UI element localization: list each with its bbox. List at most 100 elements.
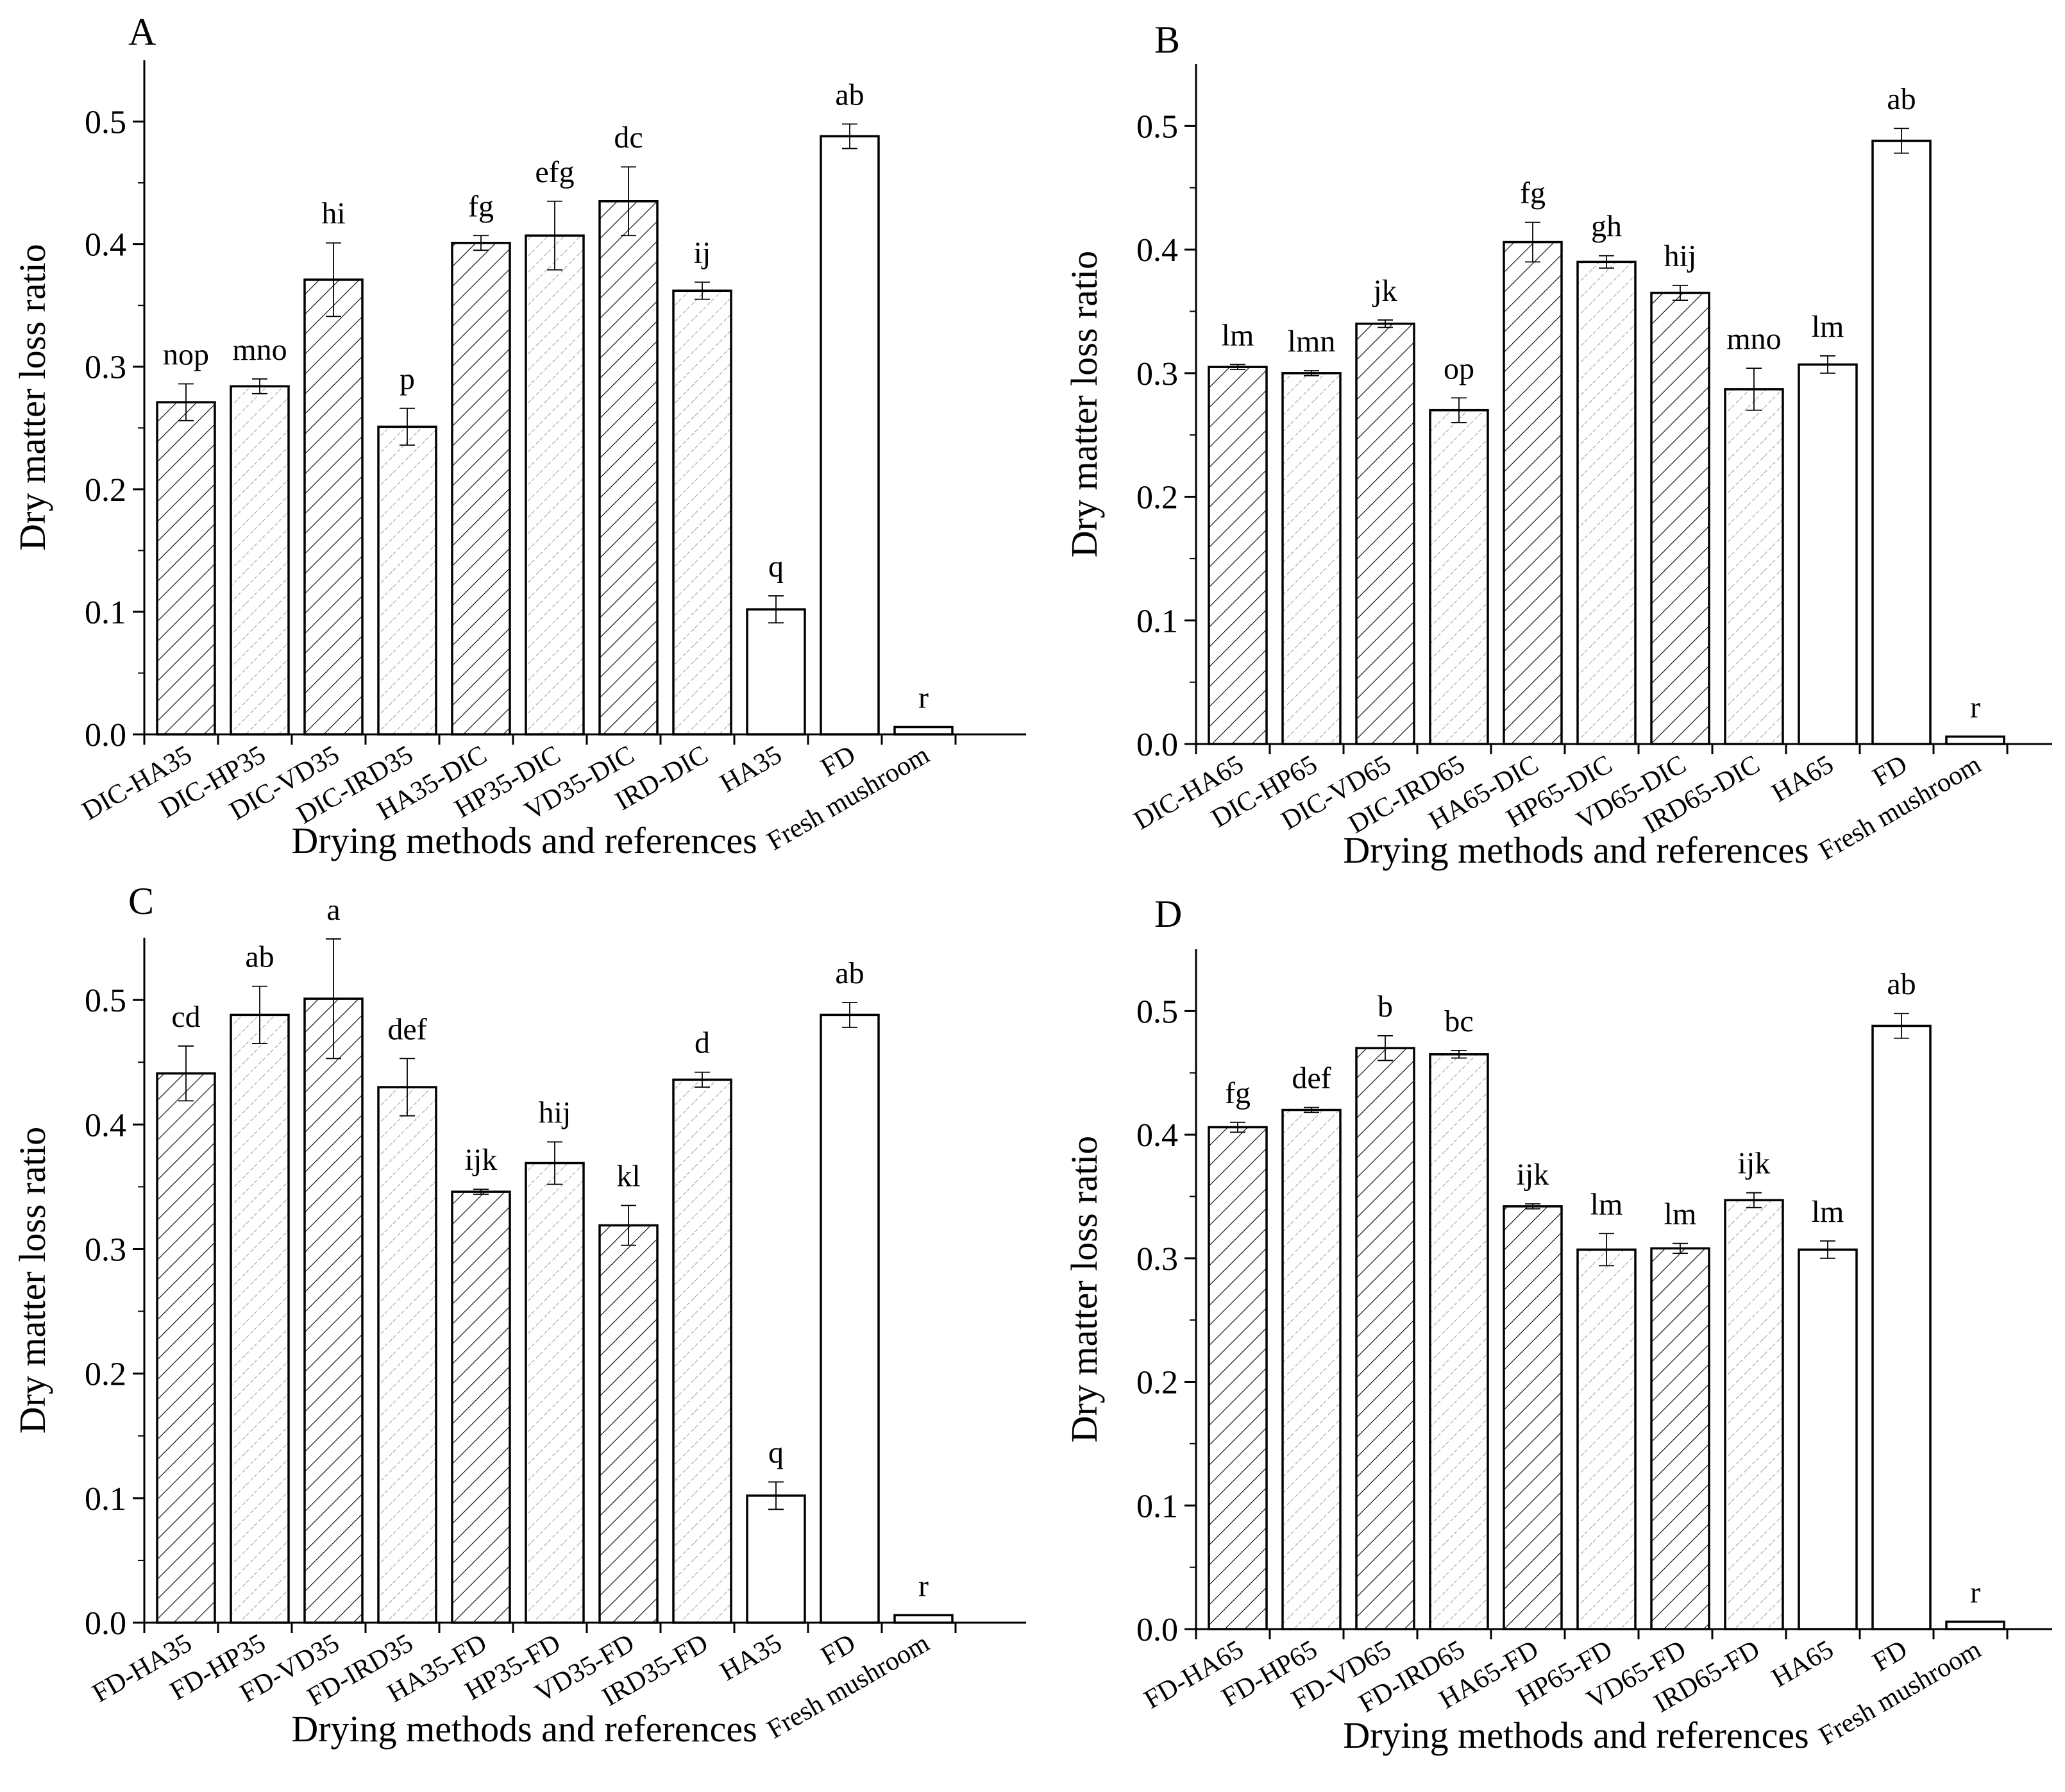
panel-d-bar-fill [1725,1200,1783,1629]
panel-b-significance-label: ab [1887,82,1916,116]
panel-b-category-label: FD [1867,750,1912,793]
panel-b-significance-label: fg [1520,176,1546,210]
panel-b-y-tick-label: 0.2 [1136,480,1178,516]
panel-d-y-tick-label: 0.0 [1136,1612,1178,1648]
panel-d-bar-fill [1578,1249,1635,1629]
panel-d-significance-label: b [1378,990,1393,1024]
panel-a-significance-label: fg [468,189,494,223]
panel-b-significance-label: lm [1812,310,1844,344]
panel-c-bar [820,1013,880,1624]
panel-a-y-tick-label: 0.2 [85,472,126,509]
panel-b-significance-label: r [1970,690,1980,724]
panel-d-significance-label: def [1292,1061,1331,1095]
panel-b-y-tick-label: 0.1 [1136,603,1178,639]
panel-a-significance-label: ab [835,78,864,112]
panel-c-label: C [128,880,154,922]
panel-b-bar-fill [1578,262,1635,744]
panel-b-y-tick-label: 0.4 [1136,232,1178,269]
panel-c-bar-fill [231,1015,289,1623]
panel-c-significance-label: d [695,1026,710,1060]
panel-a-x-axis-label: Drying methods and references [291,820,757,861]
panel-d-bar [1871,1024,1932,1630]
panel-c-y-tick-label: 0.4 [85,1107,126,1144]
panel-d-x-axis-label: Drying methods and references [1343,1714,1808,1756]
panel-d-y-tick-label: 0.1 [1136,1488,1178,1525]
panel-c-significance-label: def [387,1012,426,1046]
panel-b-significance-label: hij [1664,239,1697,273]
panel-d-significance-label: lm [1812,1195,1844,1229]
panel-a-significance-label: efg [535,155,574,189]
panel-d-label: D [1154,893,1182,935]
panel-b-label: B [1154,19,1180,61]
panel-d-bar [1945,1620,2005,1630]
panel-c-bar-fill [378,1087,436,1623]
panel-a-y-tick-label: 0.3 [85,350,126,386]
panel-b-significance-label: gh [1591,210,1622,244]
panel-d-y-tick-label: 0.5 [1136,993,1178,1030]
panel-a-category-label: FD [816,740,861,783]
panel-a-y-axis-label: Dry matter loss ratio [12,244,53,550]
panel-a-significance-label: q [768,550,784,584]
panel-c-significance-label: cd [171,1000,200,1034]
panel-c-y-tick-label: 0.2 [85,1357,126,1393]
panel-d-y-axis-label: Dry matter loss ratio [1063,1136,1105,1442]
panel-d-significance-label: fg [1225,1076,1251,1110]
panel-d-significance-label: lm [1590,1187,1623,1221]
panel-c-significance-label: ab [245,940,274,974]
panel-c-y-tick-label: 0.1 [85,1481,126,1517]
panel-d-significance-label: r [1970,1575,1980,1609]
panel-b-significance-label: mno [1726,322,1781,356]
panel-a-significance-label: p [400,362,415,396]
panel-b-y-tick-label: 0.5 [1136,108,1178,145]
panel-a-bar-fill [452,242,510,734]
panel-a-y-tick-label: 0.4 [85,227,126,264]
panel-a-bar [820,135,880,736]
panel-a-significance-label: nop [163,337,209,371]
panel-c-x-axis-label: Drying methods and references [291,1708,757,1750]
panel-c-significance-label: hij [539,1095,571,1129]
panel-d-bar-fill [1651,1248,1709,1629]
panel-c-y-tick-label: 0.5 [85,983,126,1019]
panel-b-x-axis-label: Drying methods and references [1343,829,1808,871]
panel-b-bar-fill [1209,367,1267,744]
panel-c-bar [893,1614,954,1624]
panel-a-significance-label: hi [321,197,345,231]
panel-b-y-tick-label: 0.3 [1136,356,1178,393]
panel-b-y-axis-label: Dry matter loss ratio [1063,251,1105,557]
panel-d-bar-fill [1283,1110,1340,1629]
panel-d-y-tick-label: 0.3 [1136,1241,1178,1278]
panel-a-category-label: HA35 [715,740,787,799]
panel-a-bar-fill [231,386,289,734]
panel-c-category-label: HA35 [715,1628,787,1687]
panel-d-significance-label: ab [1887,967,1916,1001]
panel-c-significance-label: q [768,1436,784,1470]
panel-b-bar-fill [1725,389,1783,744]
panel-c-significance-label: ijk [465,1143,498,1177]
panel-b-significance-label: lmn [1288,325,1336,359]
panel-d-bar-fill [1356,1048,1414,1629]
panel-a-bar-fill [673,291,731,734]
panel-c-bar-fill [526,1163,584,1623]
panel-b-bar [1798,363,1858,745]
panel-d-significance-label: bc [1444,1004,1473,1038]
panel-a-bar-fill [526,235,584,734]
panel-a-bar-fill [600,201,657,735]
panel-d-y-tick-label: 0.2 [1136,1365,1178,1401]
panel-b-bar-fill [1504,242,1562,744]
panel-c-bar-fill [673,1079,731,1623]
panel-b-bar-fill [1356,323,1414,744]
panel-c-significance-label: ab [835,956,864,990]
panel-b-bar-fill [1651,292,1709,745]
panel-a-y-tick-label: 0.5 [85,105,126,141]
panel-a-bar [893,725,954,736]
panel-d-category-label: FD [1867,1635,1912,1678]
panel-a-bar-fill [157,402,215,734]
panel-a-significance-label: ij [694,236,711,270]
panel-a-label: A [128,11,156,53]
panel-b-y-tick-label: 0.0 [1136,727,1178,763]
panel-c-bar-fill [305,999,362,1623]
panel-c-y-axis-label: Dry matter loss ratio [12,1127,53,1433]
panel-b-category-label: HA65 [1767,750,1839,808]
panel-a-significance-label: dc [614,121,643,155]
